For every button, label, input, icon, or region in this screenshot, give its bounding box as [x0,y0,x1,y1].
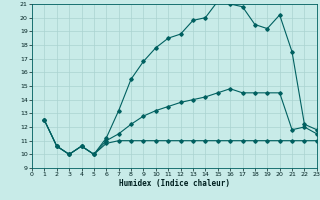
X-axis label: Humidex (Indice chaleur): Humidex (Indice chaleur) [119,179,230,188]
